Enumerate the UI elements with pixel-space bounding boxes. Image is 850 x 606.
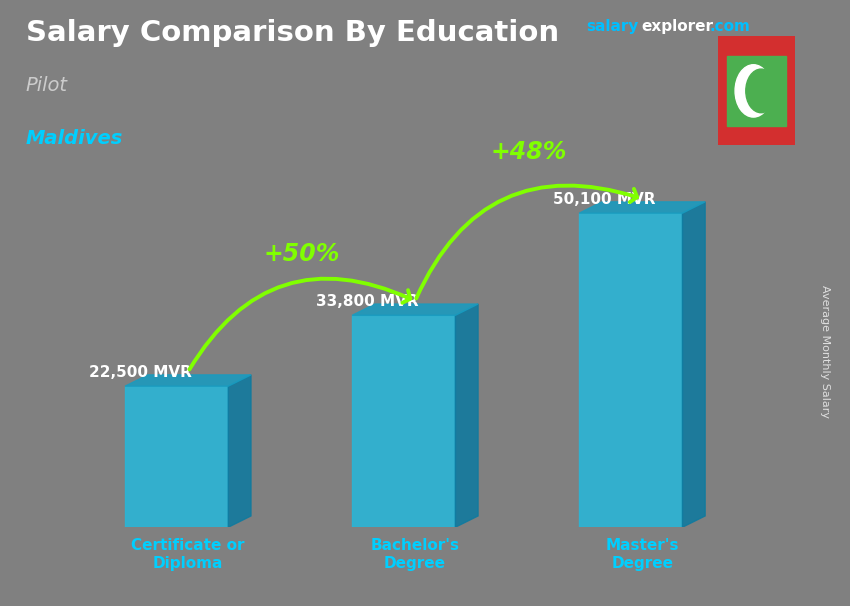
Polygon shape [352, 315, 456, 527]
Polygon shape [683, 202, 706, 527]
Text: 22,500 MVR: 22,500 MVR [89, 365, 192, 380]
Text: Master's
Degree: Master's Degree [605, 538, 679, 570]
Circle shape [745, 69, 776, 113]
Polygon shape [579, 202, 706, 213]
Polygon shape [579, 213, 683, 527]
Text: Certificate or
Diploma: Certificate or Diploma [131, 538, 245, 570]
Text: Maldives: Maldives [26, 129, 123, 148]
Text: +48%: +48% [490, 140, 567, 164]
Text: Bachelor's
Degree: Bachelor's Degree [371, 538, 460, 570]
Text: +50%: +50% [264, 242, 340, 266]
Polygon shape [229, 375, 251, 527]
Text: 50,100 MVR: 50,100 MVR [553, 192, 656, 207]
Polygon shape [352, 304, 478, 315]
Polygon shape [456, 304, 478, 527]
Text: .com: .com [710, 19, 751, 34]
Text: explorer: explorer [642, 19, 714, 34]
Circle shape [735, 65, 772, 117]
Polygon shape [125, 386, 229, 527]
Text: Pilot: Pilot [26, 76, 67, 95]
Text: Average Monthly Salary: Average Monthly Salary [820, 285, 830, 418]
Text: salary: salary [586, 19, 639, 34]
Text: 33,800 MVR: 33,800 MVR [316, 294, 419, 309]
Text: Salary Comparison By Education: Salary Comparison By Education [26, 19, 558, 47]
Polygon shape [728, 56, 785, 126]
Polygon shape [125, 375, 251, 386]
